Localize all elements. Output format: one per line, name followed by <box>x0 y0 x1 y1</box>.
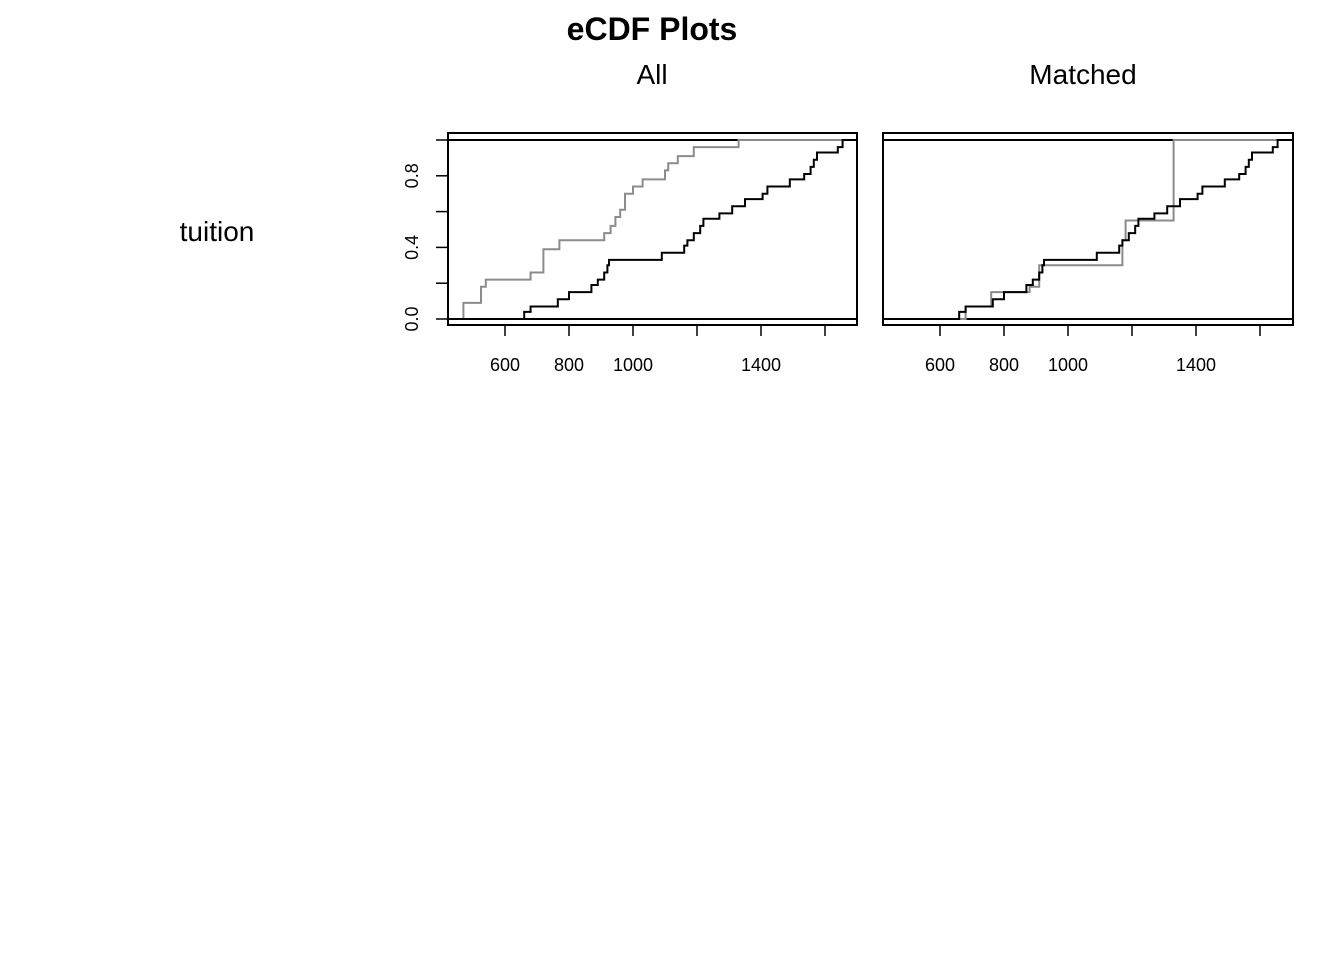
x-tick-label: 1400 <box>741 355 781 375</box>
x-tick-label: 600 <box>925 355 955 375</box>
ecdf-panel-all: All 600 800 1000 1400 0.0 0.4 0.8 <box>402 59 858 375</box>
panels: All 600 800 1000 1400 0.0 0.4 0.8 Matched 600 800 1… <box>402 59 1294 375</box>
ecdf-line-gray <box>448 139 857 320</box>
variable-label: tuition <box>180 216 255 247</box>
x-tick-label: 1000 <box>1048 355 1088 375</box>
figure-title: eCDF Plots <box>567 11 738 47</box>
panel-title: Matched <box>1029 59 1136 90</box>
y-tick-label: 0.8 <box>402 163 422 188</box>
y-tick-label: 0.0 <box>402 306 422 331</box>
ecdf-line-black <box>448 139 857 320</box>
plot-frame <box>882 132 1294 326</box>
plot-frame <box>447 132 858 326</box>
ecdf-line-black <box>883 139 1293 320</box>
ecdf-line-gray <box>883 139 1293 320</box>
x-tick-label: 800 <box>554 355 584 375</box>
x-tick-label: 800 <box>989 355 1019 375</box>
ecdf-panel-matched: Matched 600 800 1000 1400 <box>882 59 1294 375</box>
x-tick-label: 1400 <box>1176 355 1216 375</box>
y-tick-label: 0.4 <box>402 235 422 260</box>
panel-title: All <box>636 59 667 90</box>
x-tick-label: 1000 <box>613 355 653 375</box>
x-tick-label: 600 <box>490 355 520 375</box>
